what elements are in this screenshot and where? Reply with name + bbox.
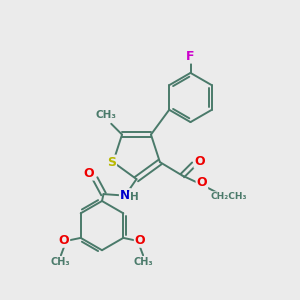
Text: H: H	[130, 192, 139, 202]
Text: O: O	[58, 234, 69, 247]
Text: CH₃: CH₃	[134, 257, 154, 267]
Text: O: O	[135, 234, 146, 247]
Text: CH₂CH₃: CH₂CH₃	[211, 192, 247, 201]
Text: CH₃: CH₃	[96, 110, 117, 120]
Text: O: O	[196, 176, 207, 189]
Text: N: N	[120, 189, 130, 202]
Text: O: O	[194, 155, 205, 168]
Text: CH₃: CH₃	[50, 257, 70, 267]
Text: S: S	[107, 156, 116, 169]
Text: F: F	[186, 50, 195, 63]
Text: O: O	[84, 167, 94, 180]
